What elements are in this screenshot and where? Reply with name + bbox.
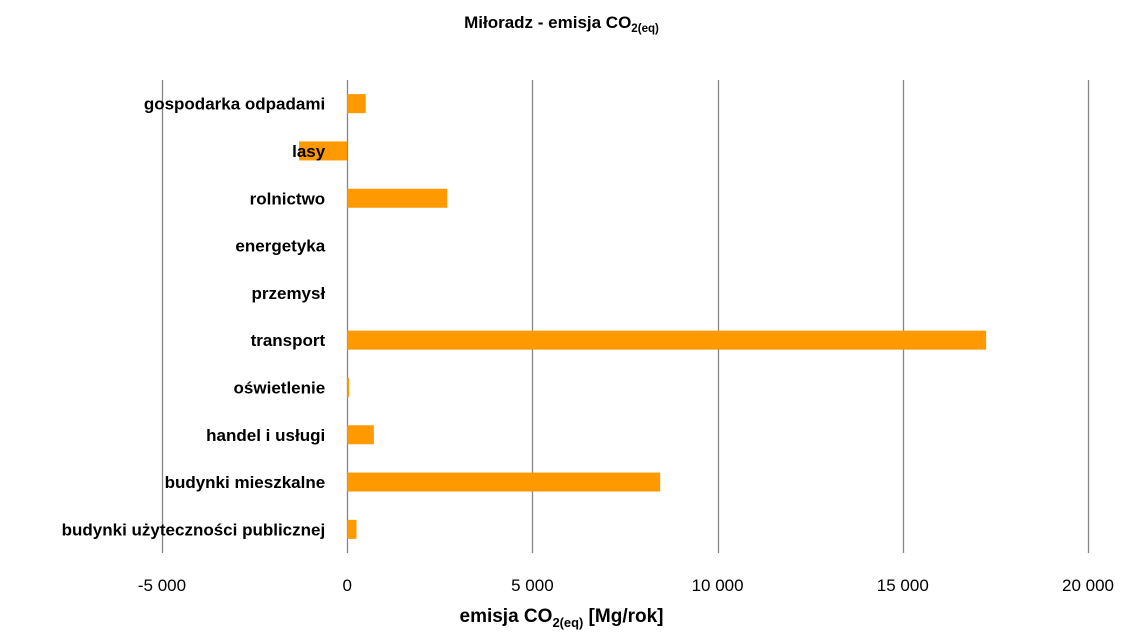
category-label: budynki użyteczności publicznej [62, 520, 326, 539]
x-tick-label: 20 000 [1062, 576, 1114, 595]
category-label: handel i usługi [206, 426, 325, 445]
category-label: gospodarka odpadami [144, 95, 325, 114]
bar [299, 141, 348, 161]
x-tick-label: 5 000 [511, 576, 554, 595]
bar [347, 519, 357, 539]
category-label: budynki mieszkalne [165, 473, 326, 492]
category-label: oświetlenie [234, 378, 326, 397]
chart-title: Miłoradz - emisja CO2(eq) [464, 13, 659, 36]
category-label: lasy [292, 142, 326, 161]
category-label: transport [251, 331, 326, 350]
bar [347, 425, 374, 445]
x-tick-label: 15 000 [877, 576, 929, 595]
bar [347, 94, 366, 114]
x-axis-label: emisja CO2(eq) [Mg/rok] [459, 606, 664, 630]
x-tick-label: 0 [342, 576, 351, 595]
x-tick-label: -5 000 [138, 576, 186, 595]
bar [347, 472, 661, 492]
bar [347, 188, 448, 208]
bar [347, 377, 350, 397]
bar [347, 330, 987, 350]
x-tick-label: 10 000 [692, 576, 744, 595]
category-label: rolnictwo [250, 189, 326, 208]
category-label: energetyka [235, 237, 325, 256]
category-label: przemysł [251, 284, 325, 303]
